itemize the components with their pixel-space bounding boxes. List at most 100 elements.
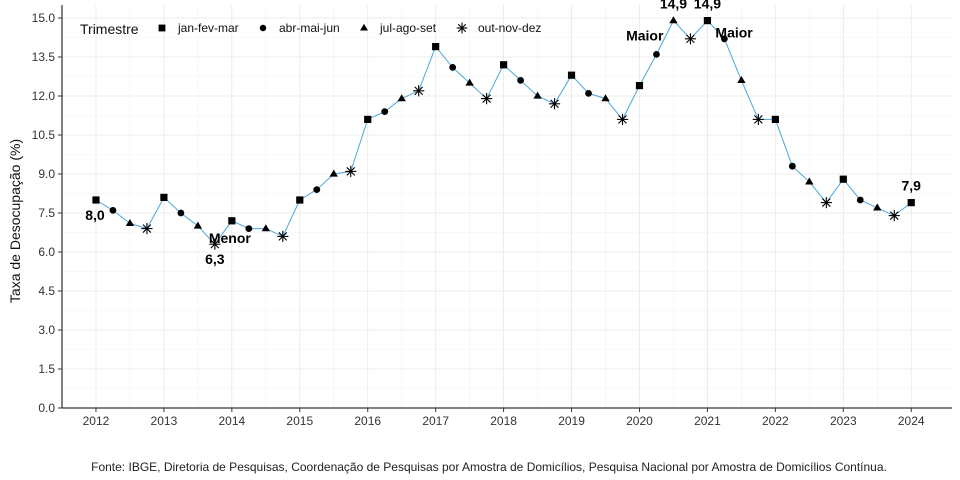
x-tick-label: 2024 <box>898 414 925 428</box>
annotation-label: 14,9 <box>694 0 721 12</box>
data-point-square <box>839 175 847 183</box>
legend-marker-asterisk <box>456 22 468 34</box>
data-point-asterisk <box>888 210 900 222</box>
x-tick-label: 2017 <box>422 414 449 428</box>
legend: Trimestre jan-fev-mar abr-mai-jun jul-ago-… <box>80 21 541 37</box>
y-tick-label: 1.5 <box>38 362 55 376</box>
data-point-triangle <box>873 203 882 211</box>
y-tick-label: 13.5 <box>32 50 56 64</box>
data-point-asterisk <box>616 113 629 125</box>
data-point-circle <box>856 196 864 204</box>
data-point-asterisk <box>752 113 764 125</box>
data-point-asterisk <box>481 93 493 105</box>
y-tick-label: 0.0 <box>38 401 55 415</box>
y-tick-label: 3.0 <box>38 323 55 337</box>
y-axis-title: Taxa de Desocupação (%) <box>7 139 23 303</box>
x-tick-label: 2014 <box>218 414 245 428</box>
data-point-circle <box>449 64 457 71</box>
asterisk-stroke <box>754 115 763 124</box>
data-point-square <box>228 217 236 225</box>
annotation-label: 7,9 <box>902 178 922 194</box>
legend-label: abr-mai-jun <box>279 21 340 35</box>
data-point-square <box>160 193 168 201</box>
asterisk-stroke <box>278 232 288 241</box>
data-point-triangle <box>533 91 542 99</box>
asterisk-stroke <box>686 34 695 44</box>
data-point-square <box>703 17 712 25</box>
data-point-circle <box>313 186 321 194</box>
data-point-asterisk <box>548 98 561 110</box>
y-tick-label: 6.0 <box>38 245 55 259</box>
asterisk-stroke <box>618 115 627 124</box>
asterisk-stroke <box>346 167 356 176</box>
y-tick-label: 10.5 <box>32 128 56 142</box>
data-point-circle <box>721 35 728 43</box>
legend-marker-circle <box>259 24 267 32</box>
data-point-triangle <box>397 94 406 102</box>
data-point-triangle <box>125 219 135 227</box>
y-tick-label: 4.5 <box>38 284 55 298</box>
legend-marker-square <box>158 24 166 32</box>
data-point-circle <box>585 90 592 97</box>
asterisk-stroke <box>142 224 152 233</box>
asterisk-stroke <box>482 94 491 103</box>
data-point-asterisk <box>820 197 832 209</box>
x-tick-label: 2021 <box>694 414 721 428</box>
data-point-circle <box>245 225 253 233</box>
data-point-square <box>364 115 372 123</box>
annotations: 8,0 Menor 6,3 14,9 Maior 14,9 Maior 7,9 <box>85 0 921 267</box>
data-point-asterisk <box>413 85 425 97</box>
data-point-square <box>432 43 440 51</box>
data-point-circle <box>381 108 389 115</box>
legend-label: jul-ago-set <box>379 21 437 35</box>
asterisk-stroke <box>889 211 899 220</box>
data-point-triangle <box>465 78 474 86</box>
x-tick-label: 2016 <box>354 414 381 428</box>
y-tick-label: 7.5 <box>38 206 55 220</box>
y-tick-label: 9.0 <box>38 167 55 181</box>
data-point-asterisk <box>684 33 697 45</box>
data-points <box>92 16 915 250</box>
x-tick-label: 2019 <box>558 414 585 428</box>
data-point-circle <box>109 207 117 214</box>
data-point-triangle <box>601 94 610 102</box>
x-tick-label: 2020 <box>626 414 653 428</box>
legend-title: Trimestre <box>80 21 139 37</box>
data-point-triangle <box>805 177 814 185</box>
data-point-square <box>771 115 779 123</box>
legend-label: out-nov-dez <box>478 21 541 35</box>
data-point-triangle <box>193 221 203 229</box>
annotation-label: 8,0 <box>85 207 105 223</box>
data-point-triangle <box>329 169 338 177</box>
legend-label: jan-fev-mar <box>177 21 239 35</box>
annotation-label: Maior <box>626 28 664 44</box>
data-point-square <box>296 196 304 204</box>
annotation-label: 6,3 <box>205 251 225 267</box>
x-tick-label: 2022 <box>762 414 789 428</box>
data-point-square <box>500 61 508 69</box>
source-caption: Fonte: IBGE, Diretoria de Pesquisas, Coo… <box>91 460 887 474</box>
data-point-asterisk <box>277 230 289 242</box>
x-tick-label: 2012 <box>83 414 110 428</box>
data-point-square <box>92 196 100 204</box>
asterisk-stroke <box>821 198 831 207</box>
data-point-circle <box>653 51 660 58</box>
data-point-triangle <box>737 76 746 84</box>
data-point-triangle <box>669 16 678 24</box>
data-point-asterisk <box>141 223 153 235</box>
asterisk-stroke <box>210 239 220 249</box>
data-point-asterisk <box>209 238 221 250</box>
data-point-circle <box>517 77 524 84</box>
asterisk-stroke <box>457 23 467 33</box>
annotation-label: Maior <box>715 25 753 41</box>
data-point-square <box>635 82 644 90</box>
data-point-asterisk <box>345 165 357 177</box>
x-tick-label: 2015 <box>286 414 313 428</box>
y-tick-label: 12.0 <box>32 89 56 103</box>
annotation-label: Menor <box>209 230 252 246</box>
x-tick-label: 2023 <box>830 414 857 428</box>
asterisk-stroke <box>414 86 424 96</box>
axes: 0.0 1.5 3.0 4.5 6.0 7.5 9.0 10.5 12.0 13.5 15.0 201… <box>32 5 952 428</box>
data-point-triangle <box>261 224 270 232</box>
